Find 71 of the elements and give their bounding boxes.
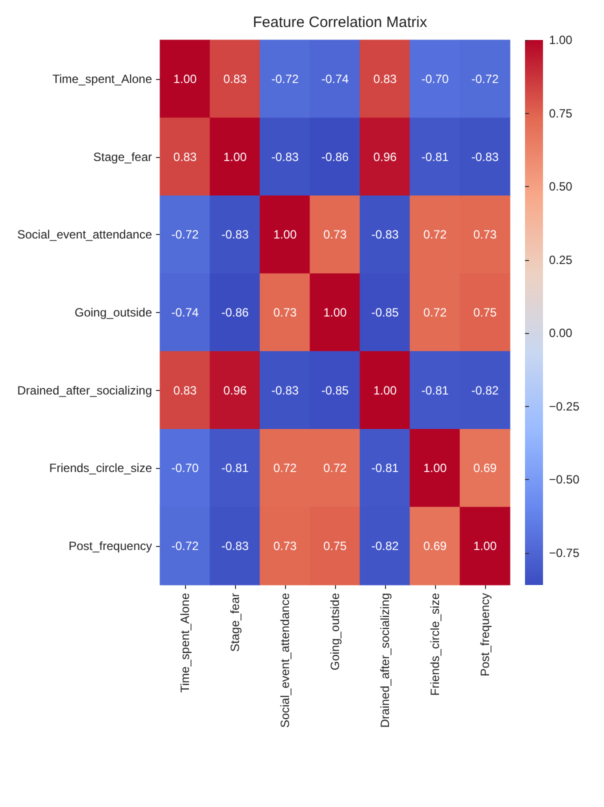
- data-label: 0.96: [223, 383, 247, 398]
- data-label: -0.72: [171, 539, 199, 554]
- data-label: -0.74: [321, 72, 349, 86]
- data-label: -0.70: [421, 72, 449, 86]
- data-label: 0.69: [473, 461, 497, 476]
- data-label: 1.00: [323, 306, 347, 320]
- data-label: 0.72: [423, 228, 447, 242]
- data-label: 0.83: [173, 383, 197, 398]
- color-bar-label: 1.00: [549, 33, 573, 47]
- color-bar-label: 0.75: [549, 106, 573, 120]
- data-label: 1.00: [473, 539, 497, 554]
- data-label: 0.73: [273, 539, 297, 554]
- data-label: -0.81: [371, 461, 399, 476]
- data-label: 0.96: [373, 150, 397, 164]
- data-label: -0.82: [471, 383, 499, 398]
- data-label: 1.00: [423, 461, 447, 476]
- data-label: 0.72: [273, 461, 297, 476]
- data-label: -0.72: [471, 72, 499, 86]
- x-tick-label: Post_frequency: [478, 593, 492, 676]
- x-tick-label: Social_event_attendance: [278, 592, 292, 728]
- y-tick-label: Friends_circle_size: [49, 461, 152, 476]
- data-label: 0.83: [173, 150, 197, 164]
- color-bar-label: 0.25: [549, 252, 573, 267]
- color-bar-label: −0.50: [549, 472, 580, 487]
- data-label: 0.75: [323, 539, 347, 554]
- data-label: 1.00: [373, 383, 397, 398]
- color-bar-label: 0.00: [549, 326, 573, 340]
- data-label: -0.72: [171, 228, 199, 242]
- data-label: 0.73: [473, 228, 497, 242]
- data-label: 1.00: [273, 228, 297, 242]
- y-tick-label: Post_frequency: [68, 539, 152, 554]
- data-label: -0.83: [271, 150, 299, 164]
- data-label: -0.82: [371, 539, 399, 554]
- data-label: -0.81: [421, 150, 449, 164]
- y-tick-label: Going_outside: [74, 306, 152, 320]
- y-tick-label: Drained_after_socializing: [17, 383, 152, 398]
- data-label: -0.70: [171, 461, 199, 476]
- data-label: 0.73: [273, 306, 297, 320]
- data-label: -0.85: [321, 383, 349, 398]
- data-label: 0.73: [323, 228, 347, 242]
- x-tick-label: Going_outside: [328, 592, 342, 670]
- data-label: -0.83: [221, 539, 249, 554]
- x-tick-label: Friends_circle_size: [428, 592, 442, 696]
- data-label: -0.83: [271, 383, 299, 398]
- data-label: 1.00: [173, 72, 197, 86]
- data-label: -0.83: [471, 150, 499, 164]
- data-label: -0.74: [171, 306, 199, 320]
- data-label: -0.81: [421, 383, 449, 398]
- y-tick-label: Social_event_attendance: [17, 228, 152, 242]
- data-label: 0.69: [423, 539, 447, 554]
- color-bar-label: −0.25: [549, 399, 580, 414]
- data-label: 1.00: [223, 150, 247, 164]
- color-bar-label: −0.75: [549, 546, 580, 560]
- data-label: 0.75: [473, 306, 497, 320]
- x-tick-label: Drained_after_socializing: [378, 593, 392, 728]
- data-label: -0.86: [221, 306, 249, 320]
- data-label: 0.72: [423, 306, 447, 320]
- data-label: -0.86: [321, 150, 349, 164]
- data-label: -0.83: [371, 228, 399, 242]
- data-label: 0.72: [323, 461, 347, 476]
- color-bar-label: 0.50: [549, 180, 573, 194]
- data-label: -0.81: [221, 461, 249, 476]
- data-label: -0.72: [271, 72, 299, 86]
- data-label: -0.83: [221, 228, 249, 242]
- x-tick-label: Stage_fear: [228, 593, 242, 652]
- chart-title: Feature Correlation Matrix: [252, 14, 428, 31]
- data-label: 0.83: [373, 72, 397, 86]
- data-label: -0.85: [371, 306, 399, 320]
- data-label: 0.83: [223, 72, 247, 86]
- y-tick-label: Stage_fear: [93, 150, 152, 164]
- y-tick-label: Time_spent_Alone: [52, 72, 152, 86]
